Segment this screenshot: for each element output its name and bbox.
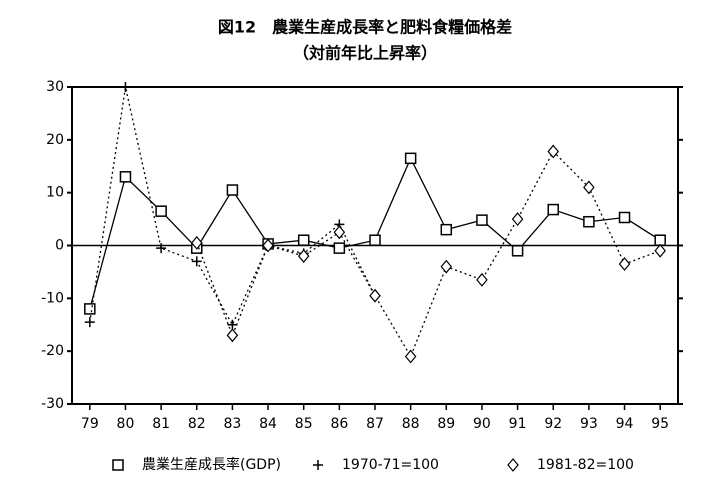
x-tick-label: 90 — [473, 416, 491, 432]
marker-square — [297, 234, 310, 246]
marker-diamond — [476, 272, 488, 287]
chart-title: 図12 農業生産成長率と肥料食糧価格差 — [218, 18, 512, 37]
marker-square — [654, 234, 666, 246]
marker-diamond — [511, 212, 524, 227]
series-line — [196, 150, 661, 358]
marker-diamond — [369, 288, 381, 303]
marker-square — [440, 223, 453, 236]
legend-label: 1981-82=100 — [537, 457, 634, 473]
x-tick-label: 91 — [509, 416, 527, 432]
x-tick-label: 93 — [580, 416, 598, 432]
x-tick-label: 89 — [437, 416, 455, 432]
series-line — [89, 156, 661, 310]
legend-label: 農業生産成長率(GDP) — [142, 456, 281, 473]
marker-plus — [84, 317, 95, 328]
marker-diamond — [333, 225, 346, 240]
marker-plus — [191, 256, 202, 267]
x-tick-label: 86 — [330, 416, 348, 432]
marker-diamond — [507, 458, 519, 472]
marker-square — [476, 214, 488, 226]
x-tick-label: 88 — [402, 416, 420, 432]
marker-plus — [156, 243, 167, 254]
marker-square — [226, 184, 239, 196]
x-tick-label: 81 — [152, 416, 170, 432]
x-tick-label: 82 — [188, 416, 206, 432]
marker-diamond — [404, 349, 417, 364]
series-line — [89, 86, 376, 327]
marker-square — [333, 242, 346, 254]
marker-diamond — [226, 328, 239, 343]
marker-plus — [227, 319, 238, 330]
marker-square — [547, 203, 559, 216]
y-tick-label: 20 — [46, 132, 64, 148]
x-tick-label: 83 — [223, 416, 241, 432]
marker-diamond — [190, 235, 203, 250]
marker-diamond — [583, 180, 595, 195]
marker-square — [511, 245, 524, 257]
y-tick-label: -10 — [41, 290, 64, 306]
marker-diamond — [618, 257, 631, 271]
marker-diamond — [297, 249, 310, 264]
x-tick-label: 80 — [117, 416, 135, 432]
x-tick-label: 79 — [81, 416, 99, 432]
marker-square — [84, 303, 96, 315]
marker-square — [369, 234, 381, 246]
x-tick-label: 92 — [544, 416, 562, 432]
marker-square — [583, 215, 595, 228]
marker-diamond — [262, 238, 274, 253]
marker-square — [112, 459, 124, 471]
marker-square — [119, 171, 132, 183]
x-tick-label: 94 — [616, 416, 634, 432]
marker-diamond — [547, 144, 560, 159]
marker-diamond — [654, 243, 666, 258]
y-tick-label: 0 — [55, 238, 64, 254]
legend-label: 1970-71=100 — [342, 457, 439, 473]
marker-diamond — [440, 259, 453, 274]
y-tick-label: 30 — [46, 79, 64, 95]
marker-plus — [313, 460, 323, 470]
y-tick-label: -20 — [41, 343, 64, 359]
x-tick-label: 87 — [366, 416, 384, 432]
x-tick-label: 95 — [651, 416, 669, 432]
marker-square — [155, 205, 167, 217]
x-tick-label: 84 — [259, 416, 277, 432]
chart-subtitle: （対前年比上昇率） — [293, 44, 437, 63]
y-tick-label: -30 — [41, 396, 64, 412]
x-tick-label: 85 — [295, 416, 313, 432]
marker-square — [618, 211, 631, 224]
marker-plus — [120, 82, 131, 92]
y-tick-label: 10 — [46, 185, 64, 201]
marker-square — [404, 152, 417, 165]
